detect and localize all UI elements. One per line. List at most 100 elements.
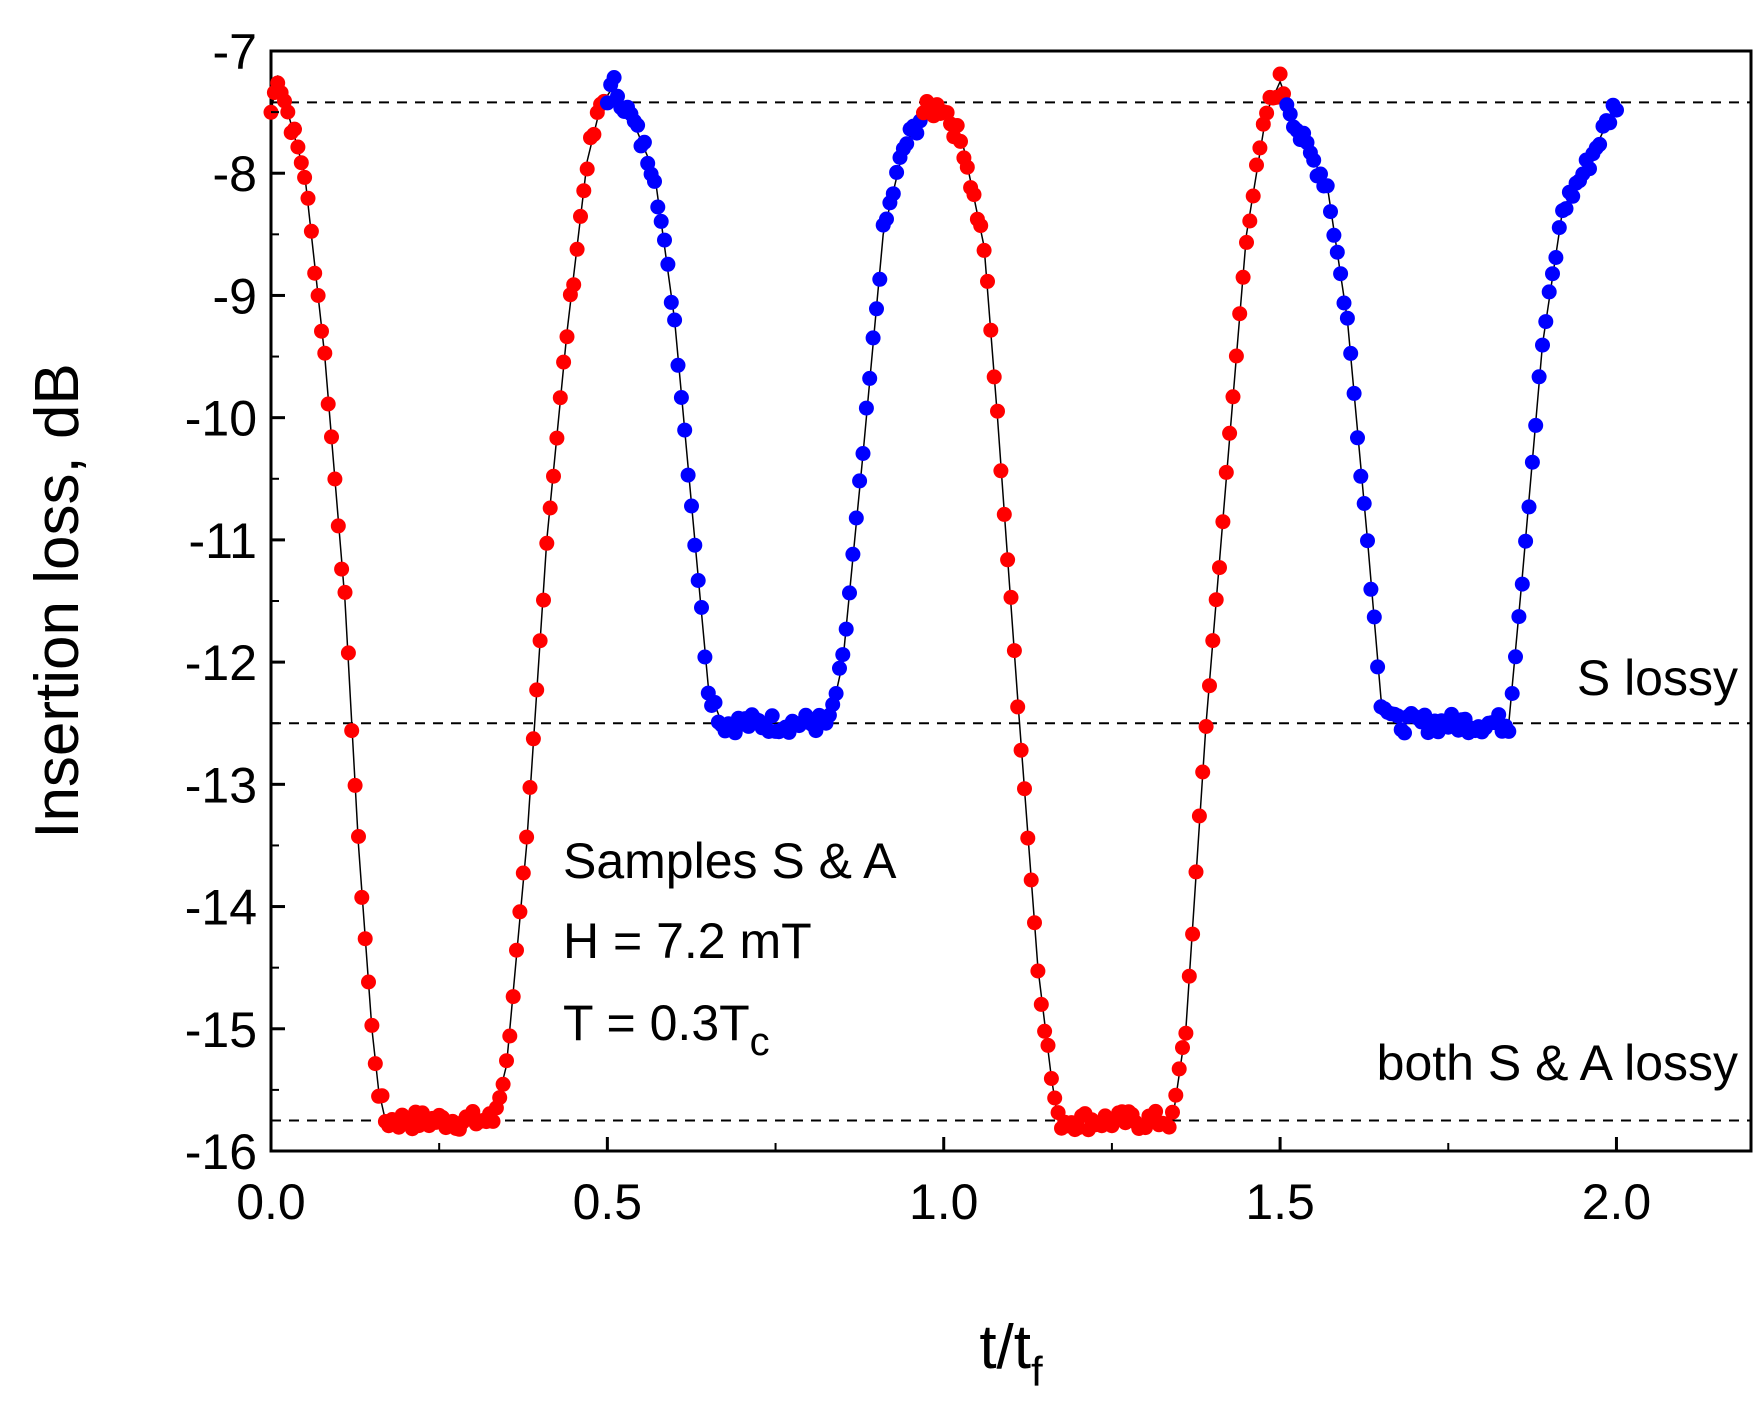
x-tick-label: 0.0 [236,1174,306,1230]
data-point-blue [1528,417,1544,433]
data-point-blue [872,271,888,287]
data-point-red [502,1028,518,1044]
y-tick-label: -11 [188,513,257,569]
data-point-red [1013,742,1029,758]
data-point-blue [1501,723,1517,739]
data-point-blue [1282,106,1298,122]
data-point-red [939,105,955,121]
data-point-red [290,139,306,155]
data-point-red [307,265,323,281]
data-point-blue [869,301,884,317]
data-point-red [287,121,302,137]
data-point-red [347,777,363,793]
data-point-red [344,723,360,739]
y-axis-title: Insertion loss, dB [23,363,92,839]
data-point-blue [1531,369,1547,385]
data-point-blue [1370,659,1386,675]
data-point-blue [1360,533,1375,549]
data-point-red [953,133,968,149]
data-point-red [492,1090,508,1106]
x-tick-label: 1.0 [909,1174,979,1230]
data-point-red [495,1076,511,1092]
data-point-blue [764,708,780,724]
data-point-red [340,645,356,661]
data-point-red [509,942,524,958]
data-point-blue [1323,204,1338,220]
data-point-red [1198,719,1214,734]
data-point-red [1228,348,1244,364]
data-point-red [1010,699,1026,715]
data-point-blue [1551,220,1567,236]
data-point-red [374,1088,390,1104]
data-point-red [1165,1104,1180,1120]
data-point-blue [1333,266,1349,282]
data-point-blue [690,573,706,588]
data-point-red [505,989,521,1005]
annotation-both-lossy: both S & A lossy [1377,1035,1738,1091]
data-point-blue [1558,201,1574,217]
x-tick-label: 0.5 [573,1174,643,1230]
data-point-red [327,471,343,487]
tick-labels: 0.0 0.5 1.0 1.5 2.0 -16 -15 -14 -13 -12 -11 -10 -9 -8… [185,24,1651,1230]
data-point-blue [1602,115,1618,131]
connecting-line [270,75,1618,1122]
data-point-red [1195,764,1211,780]
data-point-red [1235,269,1251,285]
data-point-blue [1366,609,1382,625]
data-point-blue [667,312,683,328]
data-point-blue [838,621,854,637]
data-point-red [566,277,582,293]
axis-ticks [269,49,1618,1153]
data-point-red [1242,213,1258,229]
x-axis-title-main: t/t [979,1313,1031,1382]
data-point-red [579,161,595,177]
data-point-red [314,323,329,339]
data-point-red [1148,1103,1164,1119]
y-tick-label: -13 [185,757,257,813]
data-point-red [976,242,992,258]
data-point-red [559,329,575,345]
data-point-blue [697,649,713,665]
annotation-samples: Samples S & A [563,833,897,889]
x-axis-title-sub: f [1031,1348,1043,1395]
data-point-red [1047,1090,1063,1106]
data-point-blue [1535,337,1550,353]
data-point-red [1040,1037,1056,1053]
data-point-blue [828,686,844,701]
data-point-blue [862,370,878,386]
data-point-blue [1524,454,1540,470]
data-point-red [959,159,975,175]
data-point-red [993,463,1009,479]
data-point-red [966,187,982,203]
data-point-blue [673,390,689,405]
data-point-red [293,155,309,171]
data-point-blue [1346,385,1362,401]
data-point-blue [1491,707,1507,723]
data-point-red [1175,1040,1190,1056]
data-point-blue [1363,581,1379,597]
data-point-blue [1565,188,1581,204]
data-point-red [525,731,541,747]
data-point-red [546,468,561,484]
data-point-red [310,288,326,303]
data-point-red [351,829,366,844]
data-point-red [357,931,373,947]
data-point-blue [680,467,696,483]
data-point-blue [636,134,652,150]
data-point-red [1191,808,1207,824]
data-point-blue [1508,649,1523,665]
x-tick-label: 1.5 [1245,1174,1315,1230]
data-point-blue [670,357,686,373]
data-point-red [1178,1025,1194,1041]
data-point-blue [610,88,625,104]
data-point-red [1006,643,1022,659]
data-point-red [1202,678,1217,694]
data-point-blue [845,546,861,562]
data-point-red [1030,963,1046,979]
data-point-blue [1548,250,1564,265]
data-point-red [1245,188,1261,204]
data-point-blue [650,199,666,215]
annotation-temperature: T = 0.3Tc [563,995,770,1064]
data-point-red [522,780,538,795]
